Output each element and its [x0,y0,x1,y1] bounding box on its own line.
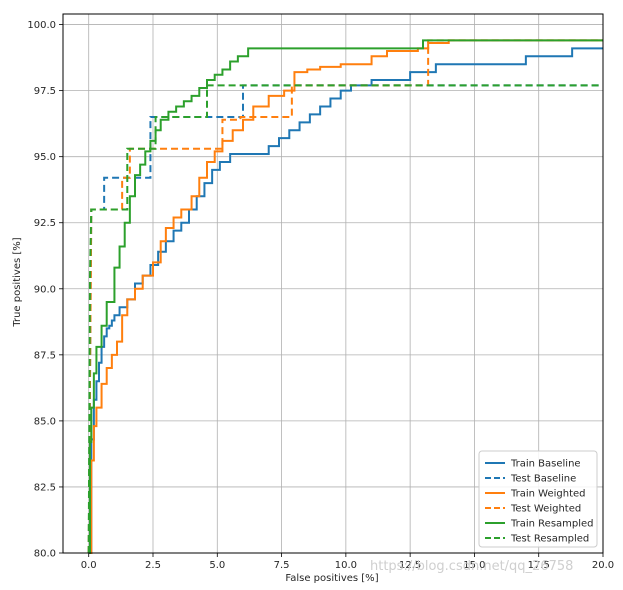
x-tick-label: 12.5 [399,560,421,571]
x-tick-label: 20.0 [592,560,614,571]
axes-layer: 0.0 2.5 5.0 7.5 10.0 12.5 15.0 17.5 20.0 80.0 82.5… [27,13,614,571]
x-tick-label: 10.0 [335,560,357,571]
y-tick-label: 85.0 [34,416,56,427]
y-tick-label: 97.5 [34,86,56,97]
legend-label-test-resampled: Test Resampled [510,534,589,545]
legend-label-test-weighted: Test Weighted [510,504,581,515]
y-tick-label: 92.5 [34,218,56,229]
series-line-test-resampled [87,84,603,554]
legend-label-train-weighted: Train Weighted [510,489,586,500]
y-tick-label: 80.0 [34,549,56,560]
series-line-train-weighted [88,39,603,554]
y-axis-label: True positives [%] [12,237,23,327]
series-line-train-resampled [88,39,603,554]
y-tick-label: 95.0 [34,152,56,163]
x-tick-label: 17.5 [528,560,550,571]
x-tick-label: 5.0 [209,560,225,571]
y-tick-label: 82.5 [34,482,56,493]
x-tick-label: 7.5 [274,560,290,571]
legend-box [478,450,598,548]
y-tick-label: 90.0 [34,284,56,295]
x-axis-label: False positives [%] [285,573,378,584]
x-tick-label: 15.0 [463,560,485,571]
legend: Train Baseline Test Baseline Train Weighte… [478,450,598,548]
x-tick-label: 0.0 [81,560,97,571]
y-tick-label: 87.5 [34,350,56,361]
watermark: https://blog.csdn.net/qq_26758 [370,559,573,574]
legend-label-train-baseline: Train Baseline [510,459,581,470]
legend-label-train-resampled: Train Resampled [510,519,594,530]
series-layer [87,39,603,554]
y-tick-label: 100.0 [27,20,56,31]
plot-frame [62,13,604,554]
legend-label-test-baseline: Test Baseline [510,474,576,485]
x-tick-label: 2.5 [145,560,161,571]
